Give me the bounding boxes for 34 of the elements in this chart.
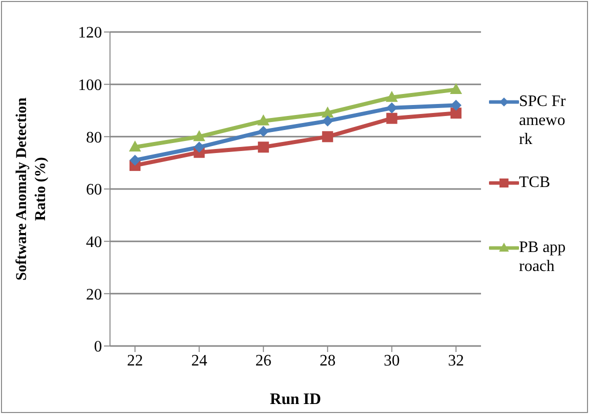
x-tick-label: 30 xyxy=(384,352,400,370)
y-tick-label: 40 xyxy=(86,234,102,252)
y-tick-label: 120 xyxy=(78,24,102,42)
y-tick-label: 100 xyxy=(78,77,102,94)
x-tick-label: 28 xyxy=(320,352,336,370)
y-axis-title: Software Anomaly Detection Ratio (%) xyxy=(14,96,49,281)
point xyxy=(450,100,462,111)
y-tick-label: 80 xyxy=(86,129,102,146)
y-tick-label: 60 xyxy=(86,182,102,199)
point xyxy=(194,142,205,153)
point xyxy=(322,106,334,118)
legend-label: TCB xyxy=(519,173,552,192)
point xyxy=(450,108,462,119)
y-tick-label: 0 xyxy=(94,338,102,356)
x-tick-label: 26 xyxy=(255,352,272,370)
point xyxy=(128,140,142,152)
x-tick-label: 32 xyxy=(448,352,464,370)
legend-label: SPC Framework xyxy=(519,92,567,149)
legend-label: PB approach xyxy=(519,238,567,276)
point xyxy=(193,130,206,142)
point xyxy=(386,102,398,114)
point xyxy=(258,126,269,137)
x-tick-label: 22 xyxy=(127,352,143,370)
x-axis-title: Run ID xyxy=(270,391,322,408)
point xyxy=(322,131,334,142)
point xyxy=(450,82,462,94)
point xyxy=(322,115,334,126)
point xyxy=(130,154,140,166)
point xyxy=(258,142,269,153)
y-tick-label: 20 xyxy=(86,286,102,304)
point xyxy=(386,90,398,102)
point xyxy=(257,114,270,126)
point xyxy=(386,112,398,124)
x-tick-label: 24 xyxy=(191,352,208,370)
